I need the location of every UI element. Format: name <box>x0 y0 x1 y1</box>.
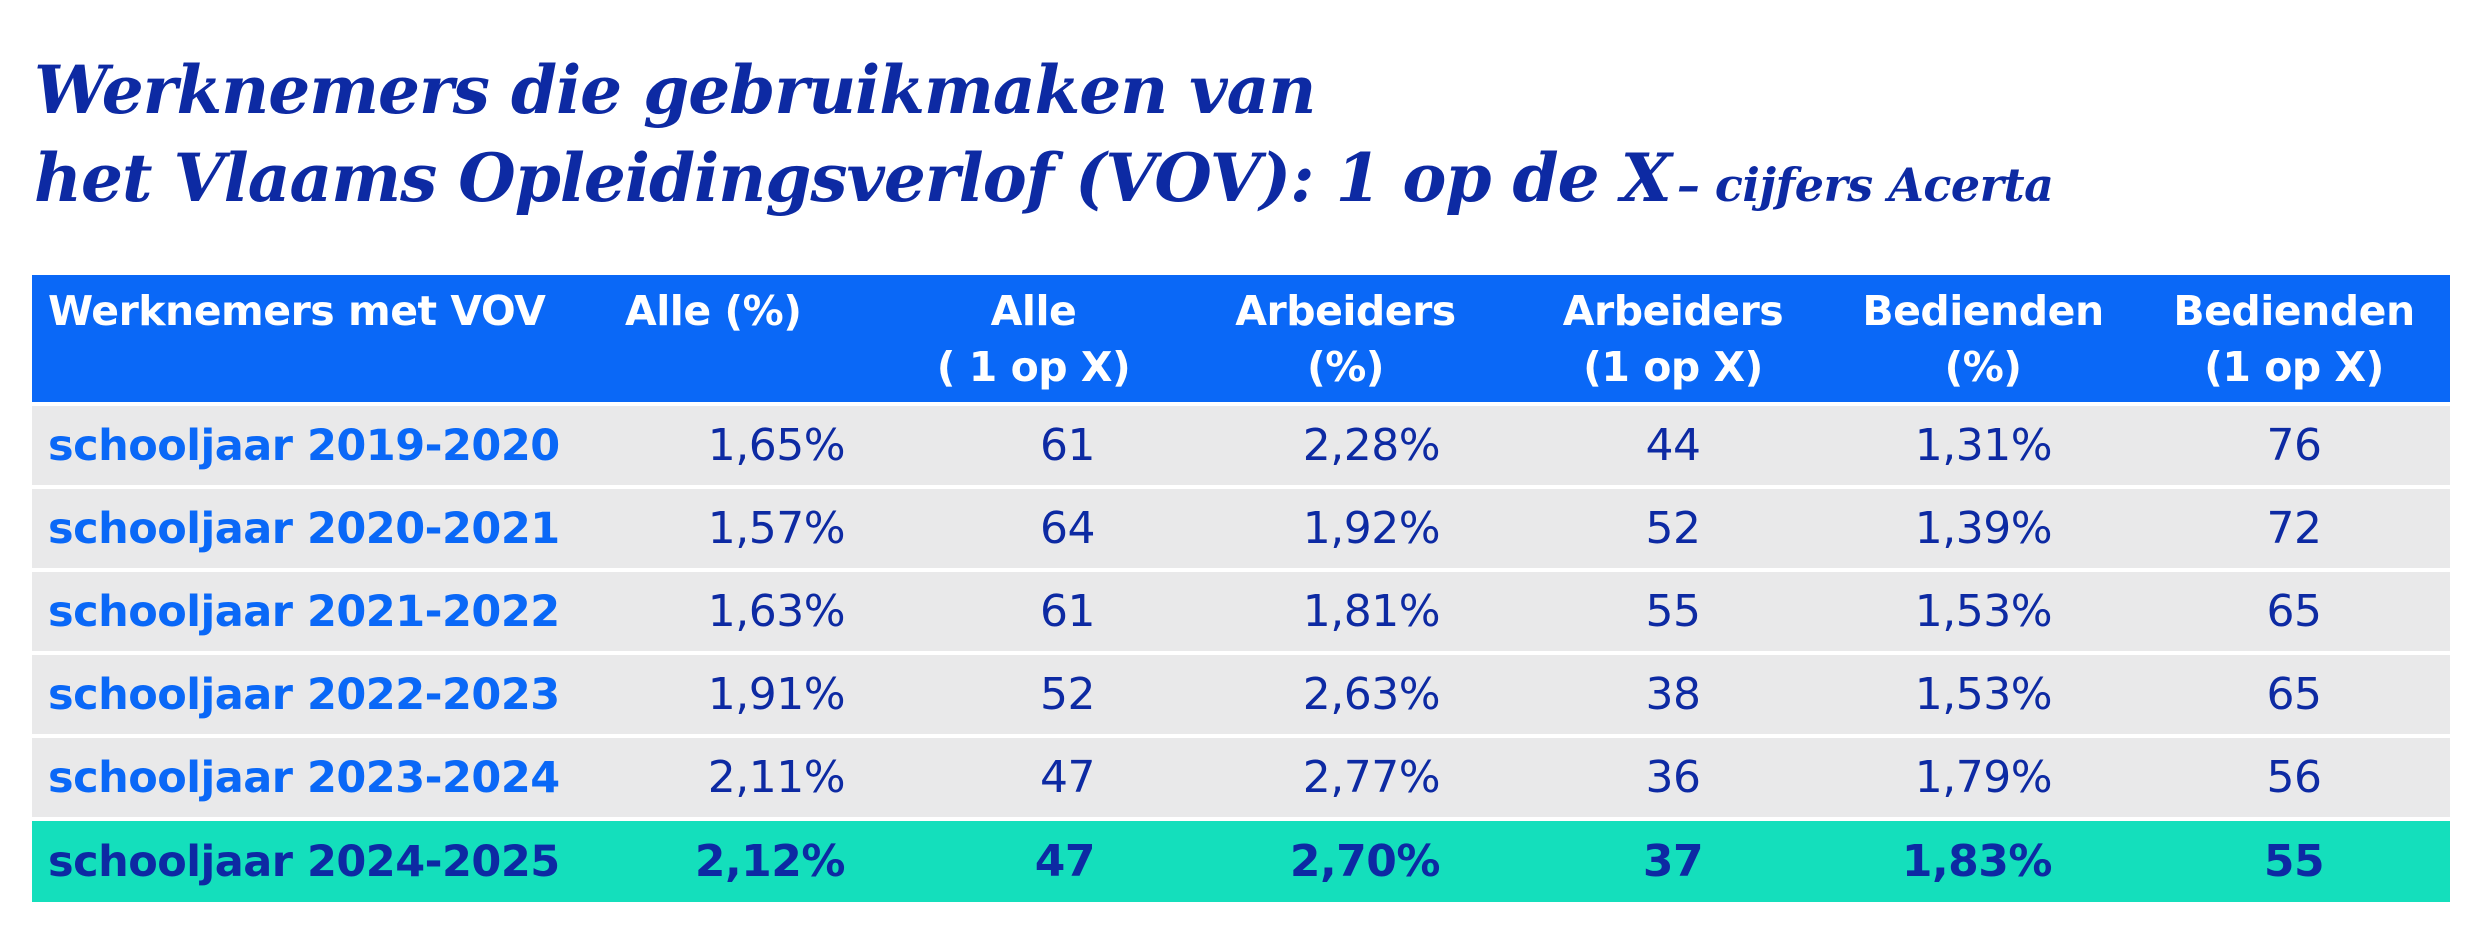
column-header-sublabel: (1 op X) <box>2204 343 2384 391</box>
table-header: Werknemers met VOV Alle (%) Alle ( 1 op X… <box>32 275 2450 404</box>
title-line-2: het Vlaams Opleidingsverlof (VOV): 1 op … <box>34 134 2334 229</box>
column-header-label: Werknemers met VOV <box>48 287 546 335</box>
cell-alle-pct: 1,63% <box>707 586 846 637</box>
column-header-werknemers: Werknemers met VOV <box>32 275 625 404</box>
cell-arbeiders-pct: 2,70% <box>1289 836 1441 887</box>
cell-arbeiders-pct: 2,77% <box>1302 752 1441 803</box>
cell-bedienden-pct: 1,53% <box>1914 586 2053 637</box>
title-line-2-text: het Vlaams Opleidingsverlof (VOV): 1 op … <box>34 139 1672 217</box>
column-header-label: Arbeiders <box>1235 287 1456 335</box>
cell-alle-1-op-x: 47 <box>1040 752 1096 803</box>
cell-bedienden-pct: 1,53% <box>1914 669 2053 720</box>
cell-arbeiders-1-op-x: 38 <box>1645 669 1702 720</box>
row-label: schooljaar 2024-2025 <box>48 836 560 887</box>
column-header-label: Bedienden <box>2173 287 2415 335</box>
cell-alle-1-op-x: 61 <box>1040 586 1096 637</box>
cell-alle-pct: 2,12% <box>694 836 846 887</box>
cell-alle-pct: 2,11% <box>707 752 846 803</box>
column-header-arbeiders-1-op-x: Arbeiders (1 op X) <box>1518 275 1828 404</box>
row-label: schooljaar 2022-2023 <box>48 669 560 720</box>
table-row: schooljaar 2019-2020 1,65% 61 2,28% 44 1… <box>32 404 2450 487</box>
column-header-bedienden-pct: Bedienden (%) <box>1828 275 2138 404</box>
table-row: schooljaar 2020-2021 1,57% 64 1,92% 52 1… <box>32 487 2450 570</box>
cell-bedienden-1-op-x: 72 <box>2266 503 2323 554</box>
cell-arbeiders-1-op-x: 37 <box>1642 836 1704 887</box>
title-line-1: Werknemers die gebruikmaken van <box>34 51 1316 129</box>
cell-alle-1-op-x: 61 <box>1040 420 1096 471</box>
cell-alle-1-op-x: 47 <box>1034 836 1096 887</box>
cell-arbeiders-1-op-x: 55 <box>1645 586 1702 637</box>
row-label: schooljaar 2019-2020 <box>48 420 560 471</box>
cell-bedienden-pct: 1,39% <box>1914 503 2053 554</box>
column-header-sublabel: ( 1 op X) <box>936 343 1131 391</box>
cell-arbeiders-1-op-x: 52 <box>1645 503 1702 554</box>
column-header-sublabel: (%) <box>1944 343 2022 391</box>
column-header-alle-1-op-x: Alle ( 1 op X) <box>894 275 1173 404</box>
cell-bedienden-1-op-x: 56 <box>2266 752 2323 803</box>
header-row: Werknemers met VOV Alle (%) Alle ( 1 op X… <box>32 275 2450 404</box>
column-header-bedienden-1-op-x: Bedienden (1 op X) <box>2138 275 2450 404</box>
cell-alle-pct: 1,91% <box>707 669 846 720</box>
cell-alle-pct: 1,65% <box>707 420 846 471</box>
row-label: schooljaar 2023-2024 <box>48 752 560 803</box>
cell-bedienden-pct: 1,83% <box>1901 836 2053 887</box>
cell-alle-1-op-x: 64 <box>1040 503 1096 554</box>
cell-bedienden-1-op-x: 76 <box>2266 420 2323 471</box>
cell-bedienden-pct: 1,31% <box>1914 420 2053 471</box>
table-row: schooljaar 2022-2023 1,91% 52 2,63% 38 1… <box>32 653 2450 736</box>
cell-arbeiders-pct: 2,28% <box>1302 420 1441 471</box>
table-row: schooljaar 2023-2024 2,11% 47 2,77% 36 1… <box>32 736 2450 819</box>
cell-bedienden-1-op-x: 65 <box>2266 669 2323 720</box>
row-label: schooljaar 2021-2022 <box>48 586 560 637</box>
column-header-alle-pct: Alle (%) <box>625 275 894 404</box>
column-header-label: Alle (%) <box>625 287 802 335</box>
cell-alle-1-op-x: 52 <box>1040 669 1096 720</box>
title-source: – cijfers Acerta <box>1676 158 2054 212</box>
cell-bedienden-1-op-x: 65 <box>2266 586 2323 637</box>
column-header-sublabel: (1 op X) <box>1583 343 1763 391</box>
cell-bedienden-pct: 1,79% <box>1914 752 2053 803</box>
column-header-sublabel: (%) <box>1306 343 1385 391</box>
cell-arbeiders-1-op-x: 44 <box>1645 420 1702 471</box>
column-header-label: Arbeiders <box>1562 287 1784 335</box>
table-body: schooljaar 2019-2020 1,65% 61 2,28% 44 1… <box>32 404 2450 902</box>
chart-title: Werknemers die gebruikmaken van het Vlaa… <box>34 46 2334 229</box>
column-header-arbeiders-pct: Arbeiders (%) <box>1173 275 1518 404</box>
cell-arbeiders-pct: 2,63% <box>1302 669 1441 720</box>
cell-arbeiders-pct: 1,92% <box>1302 503 1441 554</box>
cell-arbeiders-1-op-x: 36 <box>1645 752 1702 803</box>
column-header-label: Alle <box>990 287 1077 335</box>
table-row: schooljaar 2021-2022 1,63% 61 1,81% 55 1… <box>32 570 2450 653</box>
column-header-label: Bedienden <box>1862 287 2104 335</box>
table-row-highlighted: schooljaar 2024-2025 2,12% 47 2,70% 37 1… <box>32 819 2450 902</box>
vov-table: Werknemers met VOV Alle (%) Alle ( 1 op X… <box>32 275 2450 902</box>
cell-alle-pct: 1,57% <box>707 503 846 554</box>
cell-arbeiders-pct: 1,81% <box>1302 586 1441 637</box>
row-label: schooljaar 2020-2021 <box>48 503 560 554</box>
cell-bedienden-1-op-x: 55 <box>2263 836 2325 887</box>
